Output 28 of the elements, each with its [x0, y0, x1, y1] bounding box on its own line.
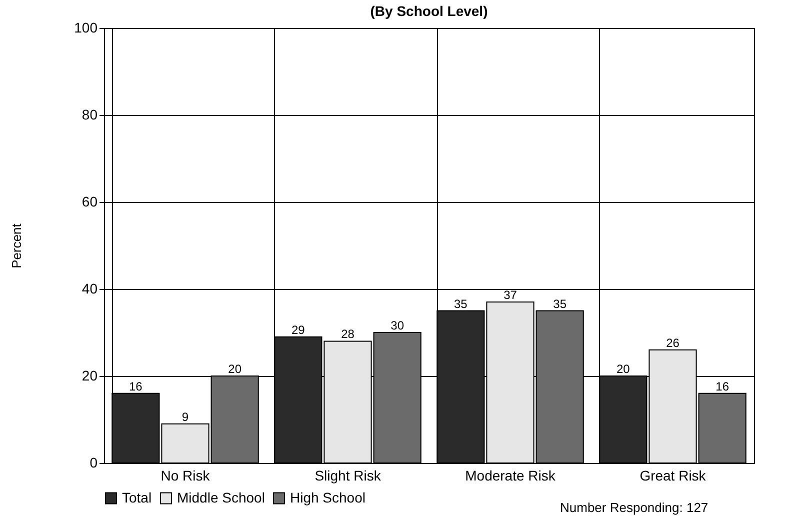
x-tick-label: No Risk	[160, 468, 211, 484]
text: Number Responding: 127	[560, 500, 708, 515]
data-label: 26	[666, 336, 680, 350]
data-label: 35	[553, 296, 567, 311]
legend-label: High School	[290, 489, 366, 506]
x-tick-label: Slight Risk	[314, 468, 382, 484]
data-label: 16	[128, 379, 143, 394]
data-label: 30	[390, 318, 404, 332]
data-label: 29	[291, 322, 306, 337]
y-axis-title: Percent	[9, 223, 24, 268]
y-tick-label: 20	[82, 368, 98, 384]
data-label: 37	[504, 288, 518, 302]
y-tick-label: 80	[82, 106, 98, 122]
y-tick-label: 40	[82, 280, 98, 296]
legend-label: Total	[122, 489, 152, 506]
data-label: 20	[228, 362, 242, 376]
data-label: 35	[454, 296, 468, 311]
y-tick-label: 100	[74, 20, 98, 36]
x-tick-label: Great Risk	[640, 468, 707, 484]
x-tick-label: Moderate Risk	[465, 468, 556, 484]
data-label: 16	[716, 379, 730, 394]
y-tick-label: 60	[82, 194, 98, 210]
data-label: 20	[616, 362, 630, 376]
legend-label: Middle School	[177, 489, 265, 506]
chart-title: (By School Level)	[370, 3, 488, 19]
data-label: 9	[182, 410, 189, 424]
y-tick-label: 0	[90, 454, 98, 470]
data-label: 28	[341, 327, 355, 342]
